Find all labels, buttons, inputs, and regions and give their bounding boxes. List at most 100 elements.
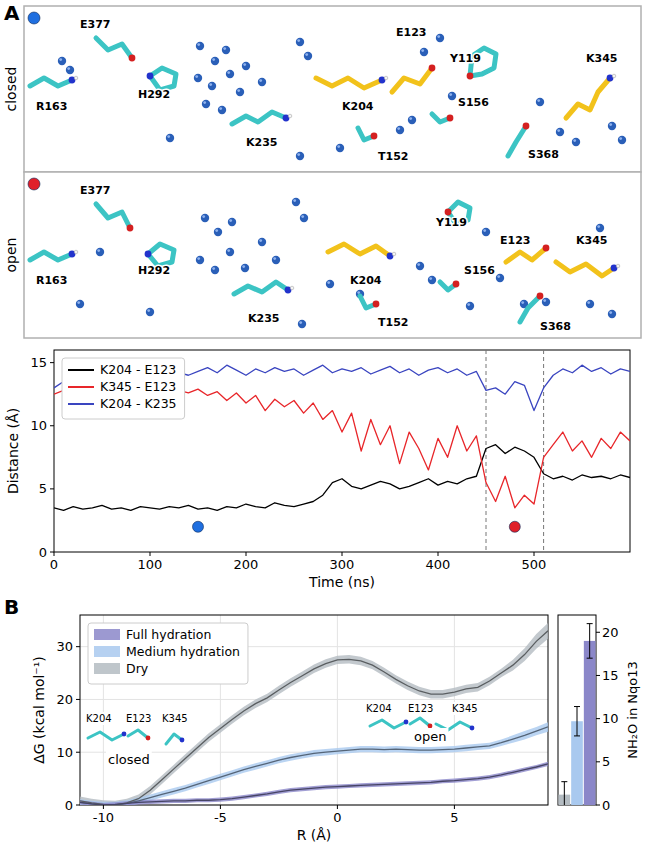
- state-label: closed: [3, 67, 19, 112]
- water-highlight: [297, 153, 300, 156]
- water: [258, 78, 266, 86]
- residue-stick: [148, 244, 174, 266]
- tick-label: 100: [138, 557, 163, 572]
- inset-stick: [370, 720, 406, 728]
- inset-stick: [128, 730, 148, 738]
- tick-label: 30: [56, 639, 73, 654]
- tick: [103, 805, 104, 809]
- tick-label: 15: [602, 668, 619, 683]
- residue-stick: [30, 78, 72, 86]
- water-highlight: [202, 215, 205, 218]
- residue-label: S368: [540, 320, 571, 333]
- residue-end: [373, 301, 380, 308]
- axis-title: NH₂O in Nqo13: [625, 661, 640, 759]
- state-marker: [28, 12, 40, 24]
- water: [326, 280, 334, 288]
- grid-line: [80, 699, 548, 700]
- residue-hydrogen: [290, 286, 294, 290]
- water: [76, 300, 84, 308]
- water-highlight: [293, 199, 296, 202]
- residue-end: [127, 225, 134, 232]
- residue-stick: [30, 252, 72, 260]
- water-highlight: [259, 239, 262, 242]
- tick: [76, 752, 80, 753]
- tick-label: 20: [602, 625, 619, 640]
- residue-stick: [316, 78, 382, 88]
- tick-label: -10: [93, 810, 114, 825]
- water-highlight: [429, 277, 432, 280]
- tick: [596, 718, 600, 719]
- water-highlight: [449, 93, 452, 96]
- water: [211, 266, 219, 274]
- residue-hydrogen: [384, 76, 388, 80]
- water-highlight: [77, 301, 80, 304]
- vline: [543, 350, 544, 552]
- water-highlight: [299, 321, 302, 324]
- residue-end: [145, 251, 152, 258]
- water-highlight: [297, 39, 300, 42]
- tick: [337, 805, 338, 809]
- error-bar-line: [589, 624, 590, 659]
- water: [258, 238, 266, 246]
- text-patch: [124, 712, 153, 725]
- residue-hydrogen: [74, 250, 78, 254]
- water-highlight: [467, 303, 470, 306]
- legend-swatch: [68, 386, 94, 388]
- plot-frame: [54, 350, 630, 552]
- legend-label: K204 - E123: [100, 362, 176, 377]
- water: [572, 138, 580, 146]
- residue-label: R163: [36, 274, 67, 287]
- text-patch: [160, 712, 190, 725]
- tick: [50, 552, 54, 553]
- water: [228, 218, 236, 226]
- legend-box: [88, 623, 248, 684]
- inset: K204E123K345closed: [84, 712, 190, 768]
- legend-label: K345 - E123: [100, 379, 176, 394]
- water: [201, 214, 209, 222]
- water: [202, 100, 210, 108]
- inset-label: K345: [452, 703, 478, 714]
- text-patch: [364, 702, 394, 715]
- residue-label: E377: [80, 184, 110, 197]
- water-highlight: [483, 229, 486, 232]
- axis-title: R (Å): [297, 827, 332, 843]
- legend: Full hydrationMedium hydrationDry: [88, 623, 248, 684]
- water-highlight: [543, 299, 546, 302]
- tick-label: 200: [234, 557, 259, 572]
- tick-label: 15: [30, 355, 47, 370]
- inset-stick: [410, 718, 430, 726]
- tick: [50, 362, 54, 363]
- plot-area: [54, 350, 630, 552]
- tick: [150, 552, 151, 556]
- series-line: [80, 631, 548, 805]
- water-highlight: [409, 117, 412, 120]
- water: [448, 92, 456, 100]
- residue-label: K345: [586, 52, 618, 65]
- residue-end: [447, 115, 454, 122]
- water-highlight: [209, 83, 212, 86]
- state-marker: [28, 178, 40, 190]
- residue-stick: [96, 204, 130, 228]
- tick-label: -5: [214, 810, 227, 825]
- tick: [76, 699, 80, 700]
- legend-label: K204 - K235: [100, 396, 177, 411]
- water-highlight: [597, 225, 600, 228]
- water: [146, 308, 154, 316]
- water-highlight: [197, 43, 200, 46]
- water-highlight: [167, 135, 170, 138]
- residue-end: [371, 133, 378, 140]
- text-patch: [450, 702, 480, 715]
- inset-end: [428, 724, 433, 729]
- water: [608, 122, 616, 130]
- error-band: [80, 762, 548, 805]
- water-highlight: [521, 301, 524, 304]
- tick: [596, 805, 600, 806]
- water-highlight: [59, 58, 62, 61]
- water-highlight: [242, 265, 245, 268]
- water-highlight: [305, 53, 308, 56]
- water: [586, 300, 594, 308]
- water: [416, 262, 424, 270]
- water-highlight: [203, 101, 206, 104]
- residue-end: [445, 209, 452, 216]
- error-bar-cap: [574, 735, 580, 736]
